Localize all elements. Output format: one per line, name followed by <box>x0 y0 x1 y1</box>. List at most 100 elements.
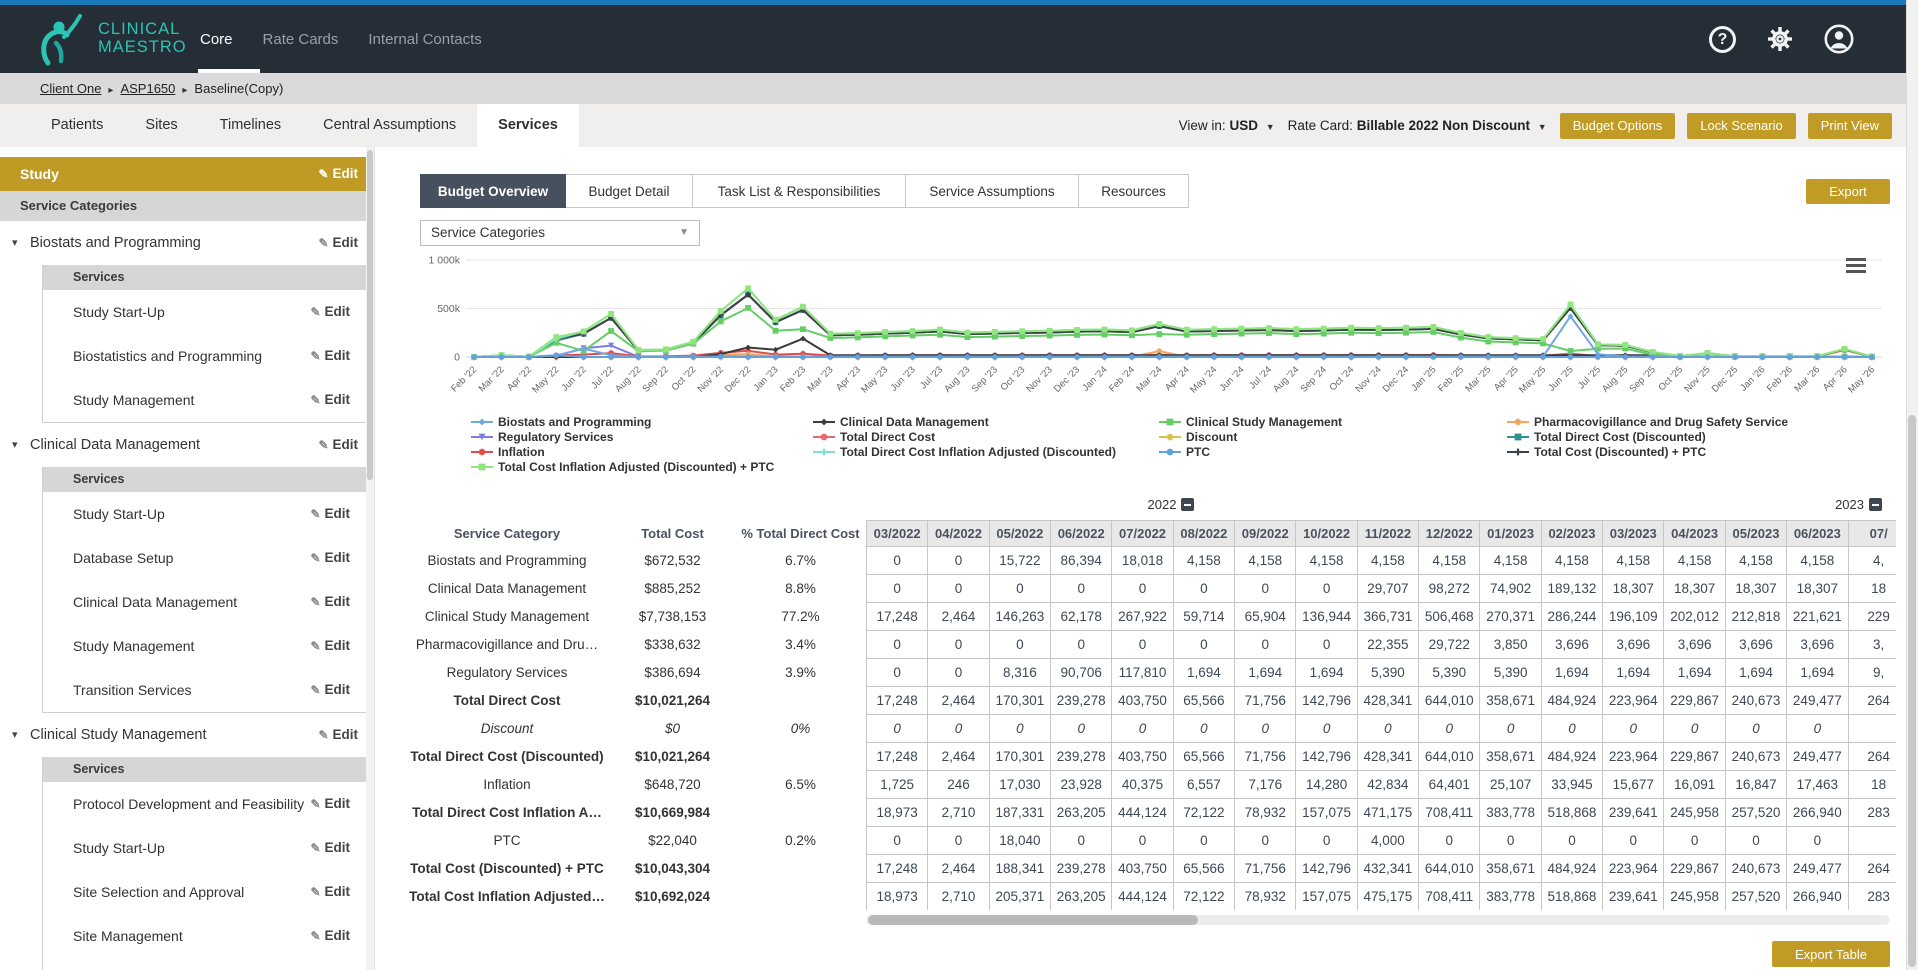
nav-item-internal-contacts[interactable]: Internal Contacts <box>368 31 481 48</box>
budget-tab-service-assumptions[interactable]: Service Assumptions <box>906 174 1079 208</box>
category-edit-button[interactable]: ✎Edit <box>318 713 358 757</box>
legend-item[interactable]: Total Cost Inflation Adjusted (Discounte… <box>470 459 774 474</box>
print-view-button[interactable]: Print View <box>1808 113 1892 139</box>
legend-item[interactable]: PTC <box>1158 444 1342 459</box>
chart-menu-icon[interactable] <box>1846 258 1866 273</box>
service-edit-button[interactable]: ✎Edit <box>310 782 350 826</box>
budget-tab-task-list-responsibilities[interactable]: Task List & Responsibilities <box>693 174 906 208</box>
export-button[interactable]: Export <box>1806 179 1890 204</box>
tab-central-assumptions[interactable]: Central Assumptions <box>302 104 477 147</box>
user-avatar-icon[interactable] <box>1824 24 1854 54</box>
sidebar-service-item[interactable]: Study Start-Up✎Edit <box>43 826 366 870</box>
nav-item-core[interactable]: Core <box>200 31 233 48</box>
sidebar-service-item[interactable]: Database Setup✎Edit <box>43 536 366 580</box>
service-edit-button[interactable]: ✎Edit <box>310 492 350 536</box>
month-cell: 7,176 <box>1235 771 1296 799</box>
sidebar-service-item[interactable]: Protocol Development and Feasibility✎Edi… <box>43 782 366 826</box>
gear-icon[interactable] <box>1766 25 1794 53</box>
service-categories-select[interactable]: Service Categories ▼ <box>420 220 700 246</box>
category-name: Clinical Data Management <box>30 423 200 467</box>
legend-item[interactable]: Biostats and Programming <box>470 414 774 429</box>
legend-item[interactable]: Total Direct Cost <box>812 429 1116 444</box>
legend-item[interactable]: Clinical Data Management <box>812 414 1116 429</box>
row-total: $338,632 <box>610 630 735 658</box>
tab-services[interactable]: Services <box>477 104 579 147</box>
sidebar-service-item[interactable]: Transition Services✎Edit <box>43 668 366 712</box>
service-edit-button[interactable]: ✎Edit <box>310 334 350 378</box>
row-pct: 8.8% <box>735 574 866 602</box>
month-cell: 0 <box>1051 575 1112 603</box>
collapse-2023-icon[interactable] <box>1869 498 1882 511</box>
month-cell: 2,464 <box>928 743 989 771</box>
view-in-dropdown[interactable]: View in: USD ▼ <box>1179 118 1275 133</box>
month-cell: 263,205 <box>1051 799 1112 827</box>
service-edit-button[interactable]: ✎Edit <box>310 290 350 334</box>
sidebar-category-3[interactable]: ▾Clinical Study Management✎Edit <box>0 713 374 757</box>
service-edit-button[interactable]: ✎Edit <box>310 870 350 914</box>
lock-scenario-button[interactable]: Lock Scenario <box>1687 113 1795 139</box>
help-icon[interactable]: ? <box>1709 26 1736 53</box>
page-scrollbar-thumb[interactable] <box>1908 415 1916 967</box>
sidebar-service-item[interactable]: Biostatistics and Programming✎Edit <box>43 334 366 378</box>
sidebar-service-item[interactable]: Study Management✎Edit <box>43 378 366 422</box>
sidebar-service-item[interactable]: Study Start-Up✎Edit <box>43 492 366 536</box>
service-edit-button[interactable]: ✎Edit <box>310 914 350 958</box>
breadcrumb-item-1[interactable]: Client One <box>40 81 101 96</box>
nav-item-rate-cards[interactable]: Rate Cards <box>263 31 339 48</box>
svg-text:Nov '25: Nov '25 <box>1682 364 1712 394</box>
row-pct <box>735 798 866 826</box>
sidebar-study-header[interactable]: Study ✎Edit <box>0 157 374 191</box>
breadcrumb-item-2[interactable]: ASP1650 <box>120 81 175 96</box>
sidebar-service-item[interactable]: Study Start-Up✎Edit <box>43 290 366 334</box>
legend-item[interactable]: Total Direct Cost (Discounted) <box>1506 429 1788 444</box>
category-edit-button[interactable]: ✎Edit <box>318 221 358 265</box>
budget-tab-budget-detail[interactable]: Budget Detail <box>566 174 693 208</box>
sidebar-service-item[interactable]: Investigator Grant Payments✎Edit <box>43 958 366 970</box>
category-edit-button[interactable]: ✎Edit <box>318 423 358 467</box>
export-table-button[interactable]: Export Table <box>1772 941 1890 967</box>
budget-tab-budget-overview[interactable]: Budget Overview <box>420 174 566 208</box>
budget-options-button[interactable]: Budget Options <box>1560 113 1676 139</box>
sidebar-category-1[interactable]: ▾ Biostats and Programming ✎Edit <box>0 221 374 265</box>
legend-item[interactable]: Total Direct Cost Inflation Adjusted (Di… <box>812 444 1116 459</box>
caret-down-icon[interactable]: ▾ <box>12 423 18 467</box>
sidebar-service-item[interactable]: Clinical Data Management✎Edit <box>43 580 366 624</box>
month-cell: 42,834 <box>1357 771 1418 799</box>
month-column-header: 03/2023 <box>1603 521 1664 547</box>
service-edit-button[interactable]: ✎Edit <box>310 536 350 580</box>
legend-item[interactable]: Total Cost (Discounted) + PTC <box>1506 444 1788 459</box>
services-subheader: Services <box>43 757 366 782</box>
legend-item[interactable]: Clinical Study Management <box>1158 414 1342 429</box>
rate-card-dropdown[interactable]: Rate Card: Billable 2022 Non Discount ▼ <box>1288 118 1547 133</box>
legend-item[interactable]: Inflation <box>470 444 774 459</box>
legend-item[interactable]: Regulatory Services <box>470 429 774 444</box>
tab-timelines[interactable]: Timelines <box>199 104 303 147</box>
service-edit-button[interactable]: ✎Edit <box>310 826 350 870</box>
caret-down-icon[interactable]: ▾ <box>12 713 18 757</box>
service-edit-button[interactable]: ✎Edit <box>310 624 350 668</box>
caret-down-icon[interactable]: ▾ <box>12 221 18 265</box>
sidebar-scrollbar-thumb[interactable] <box>367 150 373 480</box>
budget-tab-resources[interactable]: Resources <box>1079 174 1189 208</box>
sidebar-service-item[interactable]: Site Management✎Edit <box>43 914 366 958</box>
table-horizontal-scrollbar-thumb[interactable] <box>868 915 1198 925</box>
sidebar-service-item[interactable]: Site Selection and Approval✎Edit <box>43 870 366 914</box>
service-edit-button[interactable]: ✎Edit <box>310 580 350 624</box>
tab-sites[interactable]: Sites <box>124 104 198 147</box>
month-cell: 187,331 <box>989 799 1050 827</box>
service-edit-button[interactable]: ✎Edit <box>310 958 350 970</box>
collapse-2022-icon[interactable] <box>1181 498 1194 511</box>
study-edit-button[interactable]: ✎Edit <box>318 157 358 191</box>
category-name: Biostats and Programming <box>30 221 201 265</box>
service-edit-button[interactable]: ✎Edit <box>310 378 350 422</box>
services-subheader: Services <box>43 467 366 492</box>
service-edit-button[interactable]: ✎Edit <box>310 668 350 712</box>
month-column-header: 09/2022 <box>1235 521 1296 547</box>
legend-item[interactable]: Discount <box>1158 429 1342 444</box>
tab-patients[interactable]: Patients <box>30 104 124 147</box>
legend-item[interactable]: Pharmacovigillance and Drug Safety Servi… <box>1506 414 1788 429</box>
sidebar-service-item[interactable]: Study Management✎Edit <box>43 624 366 668</box>
budget-chart-svg: 0500k1 000kFeb '22Mar '22Apr '22May '22J… <box>404 250 1892 414</box>
breadcrumb-item-3: Baseline(Copy) <box>194 81 283 96</box>
sidebar-category-2[interactable]: ▾ Clinical Data Management ✎Edit <box>0 423 374 467</box>
